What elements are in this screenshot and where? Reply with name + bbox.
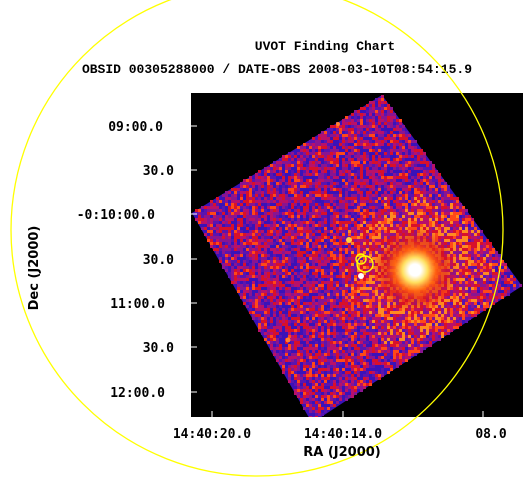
y-tick-label: 30.0	[143, 253, 174, 268]
y-tick-label: 09:00.0	[108, 120, 163, 135]
target-error-circle	[356, 255, 374, 273]
y-tick-label: 11:00.0	[110, 297, 165, 312]
y-tick-label: -0:10:00.0	[77, 208, 155, 223]
x-axis-label: RA (J2000)	[303, 445, 381, 460]
field-error-circle	[10, 0, 504, 477]
point-source	[285, 337, 291, 343]
point-source	[346, 237, 352, 243]
y-tick-labels: 09:00.0 30.0 -0:10:00.0 30.0 11:00.0 30.…	[77, 120, 174, 401]
x-tick-label: 08.0	[475, 427, 506, 442]
y-tick-label: 12:00.0	[110, 386, 165, 401]
x-tick-label: 14:40:14.0	[304, 427, 382, 442]
bright-source	[373, 228, 457, 312]
y-tick-label: 30.0	[143, 341, 174, 356]
point-source	[358, 273, 364, 279]
point-source	[336, 122, 340, 126]
image-noise	[195, 95, 522, 417]
y-axis-label: Dec (J2000)	[27, 226, 42, 311]
x-tick-labels: 14:40:20.0 14:40:14.0 08.0	[173, 427, 507, 442]
target-marker	[355, 253, 367, 265]
image-plot-area	[192, 95, 522, 417]
x-tick-label: 14:40:20.0	[173, 427, 251, 442]
y-tick-label: 30.0	[143, 164, 174, 179]
chart-subtitle: OBSID 00305288000 / DATE-OBS 2008-03-10T…	[82, 62, 472, 77]
chart-title: UVOT Finding Chart	[255, 39, 395, 54]
